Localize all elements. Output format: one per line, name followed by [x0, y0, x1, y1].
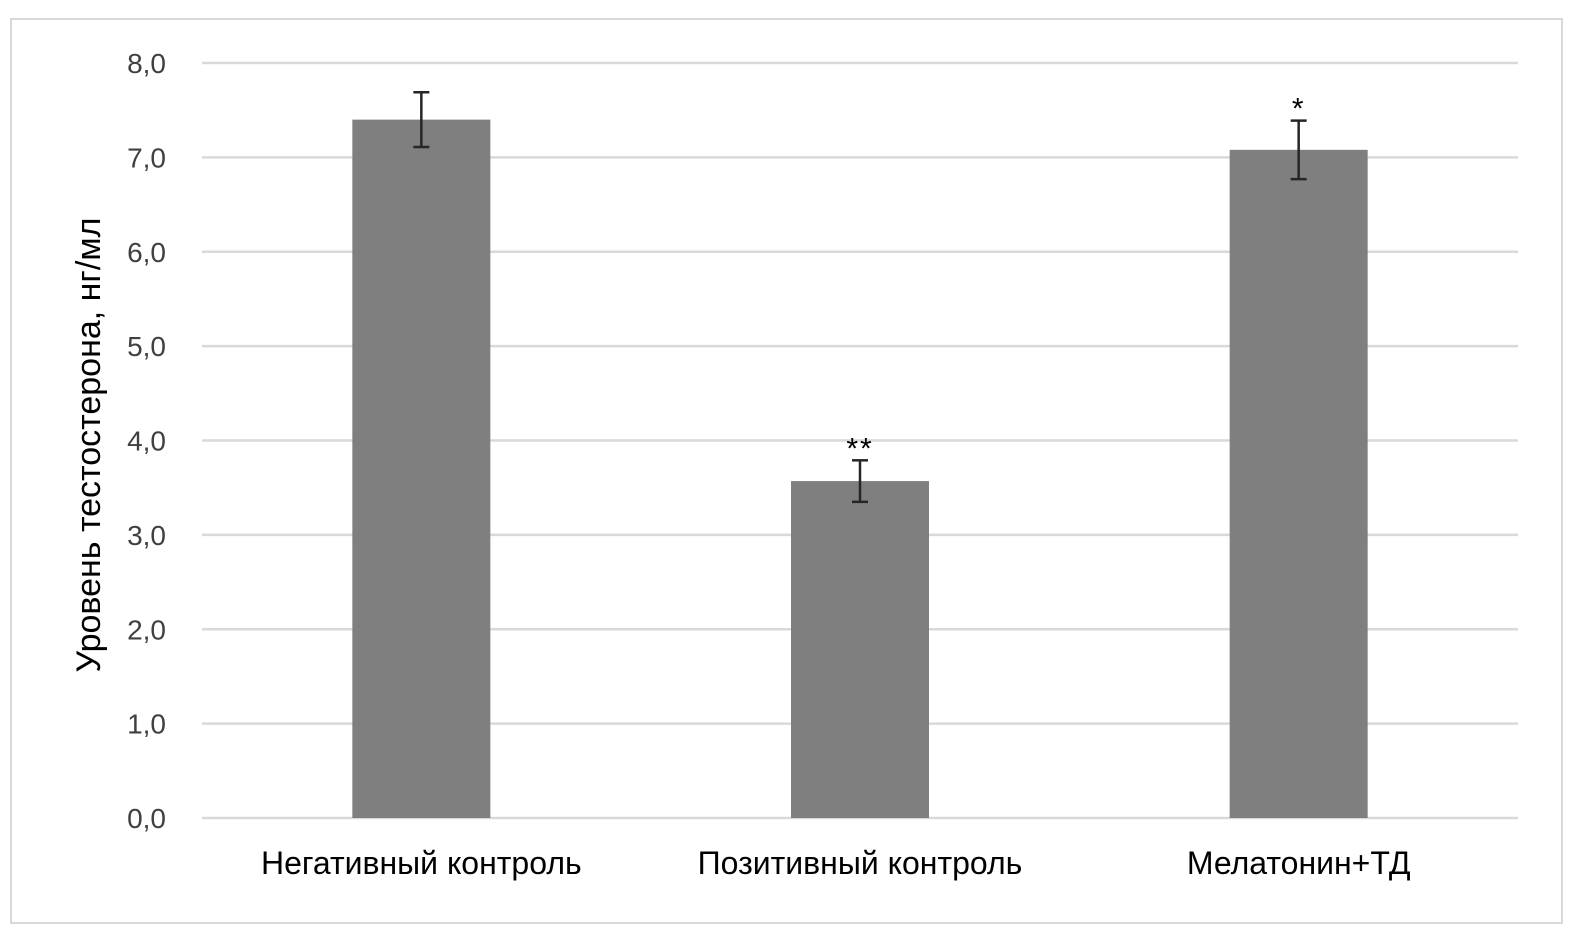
- y-tick-label: 4,0: [127, 426, 166, 457]
- y-tick-label: 1,0: [127, 709, 166, 740]
- y-tick-label: 0,0: [127, 803, 166, 834]
- y-tick-label: 2,0: [127, 614, 166, 645]
- y-tick-label: 3,0: [127, 520, 166, 551]
- y-axis-label: Уровень тестостерона, нг/мл: [70, 218, 108, 673]
- significance-mark: *: [1292, 93, 1306, 126]
- bar: [791, 481, 929, 818]
- error-bars: [413, 91, 1307, 504]
- error-bar: [1290, 119, 1307, 181]
- y-tick-label: 7,0: [127, 142, 166, 173]
- bar: [352, 119, 491, 818]
- category-label: Позитивный контроль: [698, 845, 1023, 881]
- bar: [1229, 149, 1368, 818]
- y-tick-label: 8,0: [127, 48, 166, 79]
- y-tick-label: 6,0: [127, 237, 166, 268]
- bars: [352, 119, 1368, 818]
- y-tick-label: 5,0: [127, 331, 166, 362]
- significance-marks: ***: [846, 93, 1306, 466]
- category-label: Негативный контроль: [261, 845, 582, 881]
- y-axis-ticks: 0,0 1,0 2,0 3,0 4,0 5,0 6,0 7,0 8,0: [127, 48, 166, 834]
- error-bar: [413, 91, 430, 149]
- category-label: Мелатонин+ТД: [1187, 845, 1411, 881]
- error-bar: [852, 459, 868, 504]
- x-axis-categories: Негативный контроль Позитивный контроль Ме…: [261, 845, 1411, 881]
- significance-mark: **: [846, 432, 873, 465]
